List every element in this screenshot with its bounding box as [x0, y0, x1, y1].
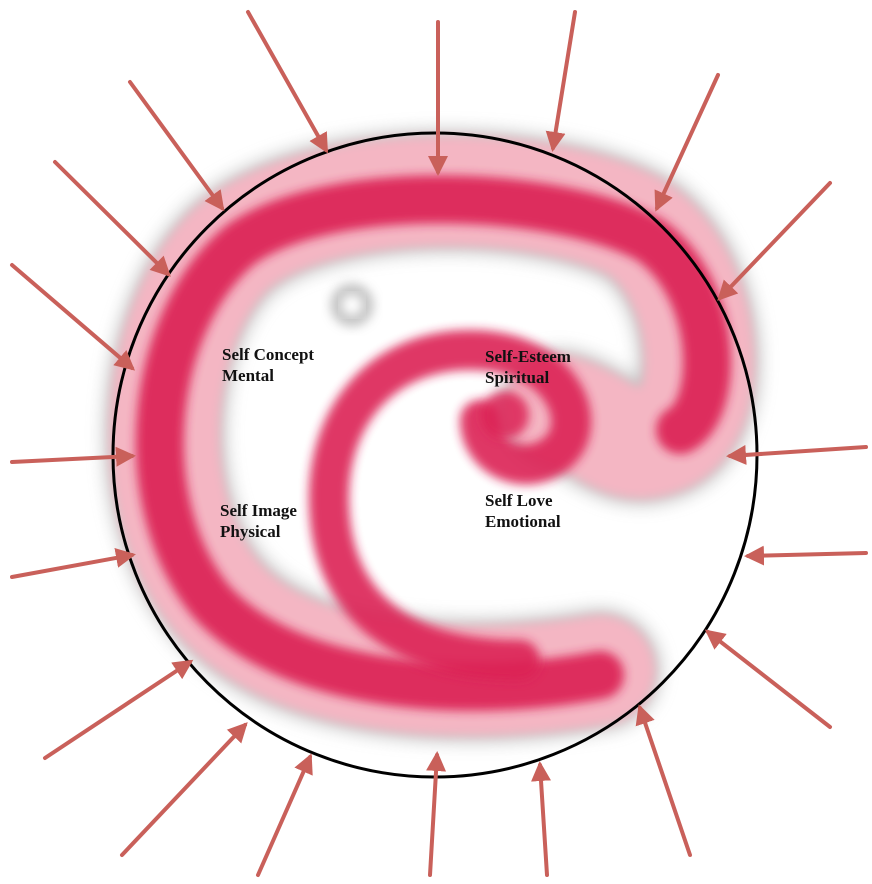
inward-arrow [531, 761, 551, 877]
inward-arrow [426, 751, 447, 877]
label-self-concept-sub: Mental [222, 366, 274, 385]
label-self-esteem-sub: Spiritual [485, 368, 550, 387]
spiral-outer-band [135, 175, 732, 711]
inward-arrow [43, 659, 194, 760]
inward-arrow [120, 722, 248, 857]
label-self-love: Self Love Emotional [485, 490, 561, 532]
label-self-concept: Self Concept Mental [222, 344, 314, 386]
inward-arrows [10, 10, 868, 877]
spiral-inner-coil [308, 329, 592, 680]
inward-arrow [744, 545, 868, 566]
inward-arrow [726, 444, 868, 465]
label-self-image-sub: Physical [220, 522, 281, 541]
label-self-image: Self Image Physical [220, 500, 297, 542]
inward-arrow [246, 10, 328, 154]
inward-arrow [256, 753, 313, 877]
label-self-esteem: Self-Esteem Spiritual [485, 346, 571, 388]
label-self-love-title: Self Love [485, 491, 553, 510]
inward-arrow [10, 263, 136, 371]
inward-arrow [654, 73, 720, 212]
inward-arrow [635, 704, 692, 857]
label-self-concept-title: Self Concept [222, 345, 315, 364]
spiral-graphic [104, 131, 760, 741]
inward-arrow [717, 181, 832, 301]
label-self-image-title: Self Image [220, 501, 297, 520]
inward-arrow [10, 446, 136, 467]
inward-arrow [704, 629, 832, 729]
inward-arrow [53, 160, 171, 277]
spiral-white-spot [342, 295, 362, 315]
inward-arrow [545, 10, 577, 152]
label-self-esteem-title: Self-Esteem [485, 347, 571, 366]
inward-arrow [10, 548, 136, 579]
inward-arrow [128, 80, 225, 212]
spiral-center [481, 391, 529, 439]
label-self-love-sub: Emotional [485, 512, 561, 531]
